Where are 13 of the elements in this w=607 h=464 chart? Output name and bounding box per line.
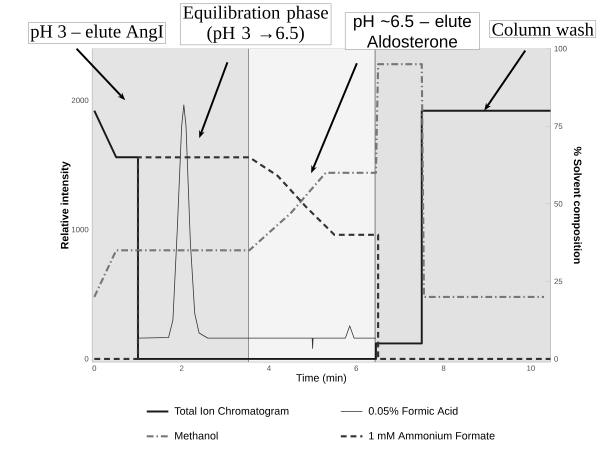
legend-label: 1 mM Ammonium Formate (369, 432, 495, 440)
text: Equilibration phase (pH 3 →6.5) (183, 6, 328, 43)
y-axis-title: Relative intensity (60, 161, 71, 249)
line-series (93, 110, 551, 360)
text: pH 3 – elute AngI (30, 24, 164, 42)
annotation: Column wash (492, 22, 594, 36)
x-axis-title: Time (min) (296, 374, 346, 384)
text: pH ~6.5 – elute Aldosterone (354, 14, 471, 48)
y2-axis-title: % Solvent composition (572, 146, 582, 264)
legend-label: 0.05% Formic Acid (368, 406, 458, 415)
legend-label: Total Ion Chromatogram (174, 406, 288, 417)
line-series (93, 62, 546, 298)
legend-label: Methanol (175, 432, 218, 440)
